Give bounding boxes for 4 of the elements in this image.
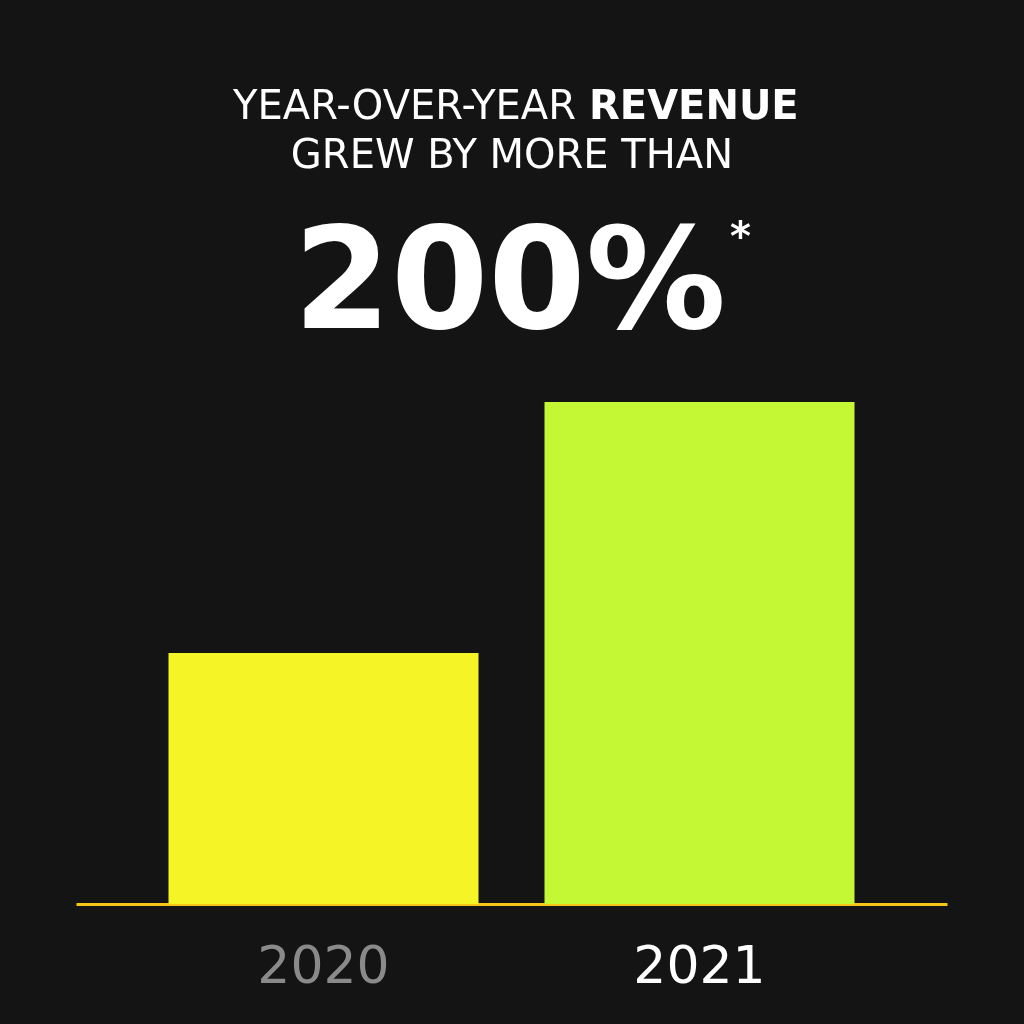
x-tick-label: 2021 (633, 934, 766, 995)
x-tick-label: 2020 (257, 934, 390, 995)
chart-subtitle: 200%* (293, 198, 751, 361)
chart-title: YEAR-OVER-YEAR REVENUE GREW BY MORE THAN (232, 82, 799, 177)
